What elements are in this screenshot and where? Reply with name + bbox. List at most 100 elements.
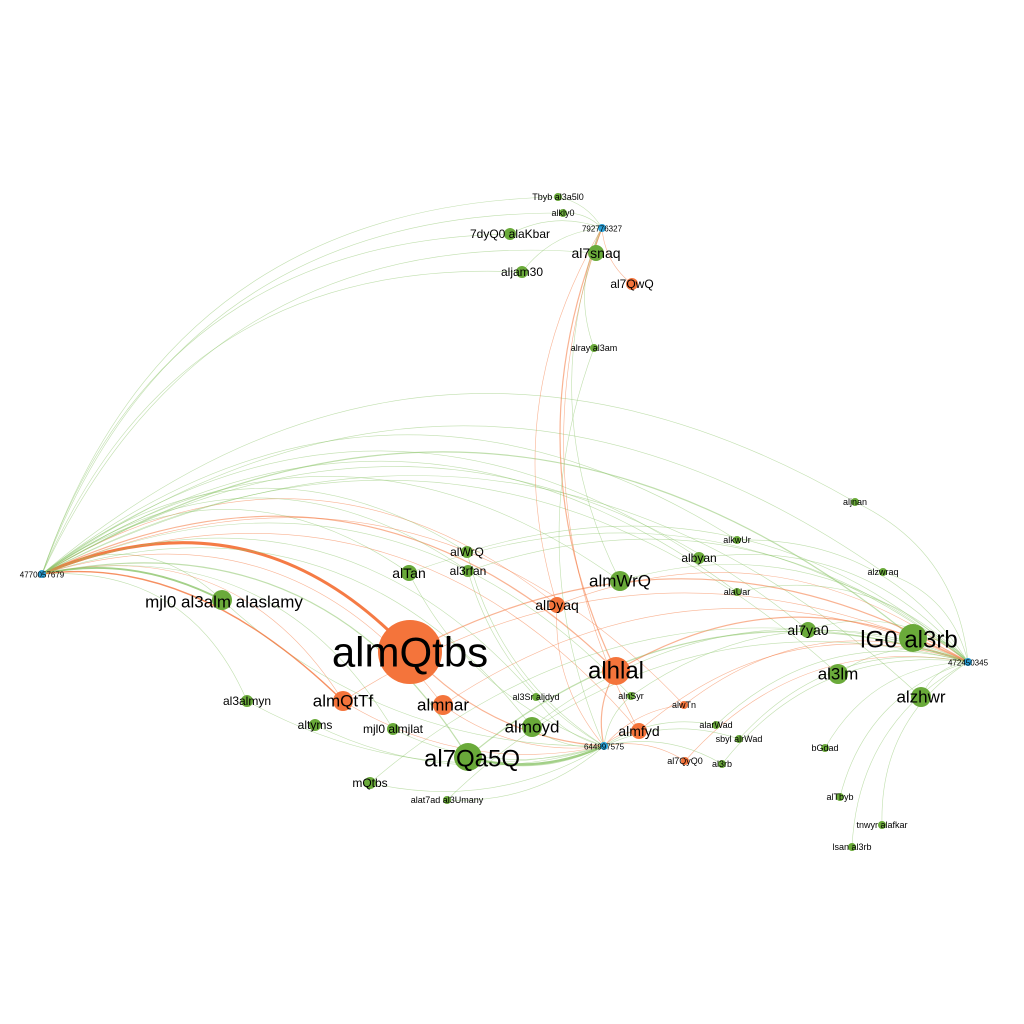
node-label-n30: al3almyn <box>223 694 271 708</box>
node-label-n33: mQtbs <box>352 776 387 790</box>
node-n02[interactable] <box>899 624 927 652</box>
node-label-n25: albyan <box>681 551 716 565</box>
node-n18[interactable] <box>504 228 516 240</box>
node-label-n43: alTbyb <box>826 792 853 802</box>
hub-node-h2[interactable] <box>598 224 606 232</box>
node-n10[interactable] <box>631 723 647 739</box>
node-n27[interactable] <box>733 588 741 596</box>
edge-h1-n02 <box>41 451 914 639</box>
node-label-n39: al3rb <box>712 759 732 769</box>
edge-h3-n42 <box>824 661 969 749</box>
edge-highlight-h1-n08 <box>41 570 344 702</box>
edge-h3-n06 <box>619 564 969 663</box>
node-label-n31: altyms <box>298 718 333 732</box>
edge-h3-n14 <box>467 538 969 663</box>
node-n12[interactable] <box>401 565 417 581</box>
node-label-n19: alkly0 <box>551 208 574 218</box>
edge-h2-n18 <box>509 220 603 235</box>
hub-label-h3: 472450345 <box>948 659 989 668</box>
edge-h4-n13 <box>466 551 605 747</box>
hub-node-h1[interactable] <box>38 570 46 578</box>
node-n31[interactable] <box>309 719 321 731</box>
node-n17[interactable] <box>516 266 528 278</box>
edge-h3-n34 <box>446 641 969 801</box>
node-label-n41: sbyl alrWad <box>716 734 763 744</box>
node-n24[interactable] <box>800 622 816 638</box>
edge-h1-n19 <box>41 212 564 575</box>
node-label-n14: al3rfan <box>450 564 487 578</box>
node-n22[interactable] <box>828 664 848 684</box>
hub-node-h3[interactable] <box>964 658 972 666</box>
node-n23[interactable] <box>911 687 931 707</box>
edge-h2-n16 <box>601 227 633 285</box>
node-n11[interactable] <box>549 597 565 613</box>
node-n36[interactable] <box>627 692 635 700</box>
node-n05[interactable] <box>602 657 630 685</box>
node-label-n21: alray al3am <box>571 343 618 353</box>
edge-h4-n37 <box>603 704 685 747</box>
node-n29[interactable] <box>879 568 887 576</box>
node-n26[interactable] <box>733 536 741 544</box>
node-n01[interactable] <box>378 620 442 684</box>
node-n39[interactable] <box>718 760 726 768</box>
hub-node-h4[interactable] <box>600 742 608 750</box>
node-label-n45: lsan al3rb <box>832 842 871 852</box>
node-n42[interactable] <box>821 744 829 752</box>
node-label-n07: almnar <box>417 696 469 715</box>
edge-h4-n11 <box>556 604 605 747</box>
edge-h1-n35 <box>41 537 537 698</box>
edge-h3-n37 <box>683 640 969 706</box>
edge-h3-n24 <box>807 620 969 663</box>
node-n21[interactable] <box>590 344 598 352</box>
node-n40[interactable] <box>712 721 720 729</box>
node-n35[interactable] <box>532 693 540 701</box>
node-n38[interactable] <box>681 757 689 765</box>
edge-h3-n07 <box>442 608 969 706</box>
node-n34[interactable] <box>443 796 451 804</box>
hub-label-h2: 792776327 <box>582 225 623 234</box>
node-label-n03: mjl0 al3alm alaslamy <box>145 593 303 612</box>
node-label-n05: alhlal <box>588 658 644 685</box>
node-n20[interactable] <box>554 193 562 201</box>
node-label-n24: al7ya0 <box>787 622 828 638</box>
edge-h1-n17 <box>41 270 523 575</box>
node-n19[interactable] <box>559 209 567 217</box>
node-n06[interactable] <box>610 571 630 591</box>
node-n08[interactable] <box>333 691 353 711</box>
edge-h3-n27 <box>736 584 969 663</box>
node-label-n11: alDyaq <box>535 597 579 613</box>
edge-h1-n20 <box>41 196 559 575</box>
edge-h2-n05 <box>559 227 617 672</box>
edge-h4-n40 <box>603 721 717 747</box>
node-n04[interactable] <box>454 743 482 771</box>
node-label-n09: almoyd <box>505 718 560 737</box>
edge-h1-n30 <box>41 573 248 702</box>
node-n37[interactable] <box>680 701 688 709</box>
edge-h1-n01 <box>41 541 412 654</box>
node-n09[interactable] <box>522 717 542 737</box>
node-n41[interactable] <box>735 735 743 743</box>
node-n13[interactable] <box>461 546 473 558</box>
node-n30[interactable] <box>241 695 253 707</box>
node-n03[interactable] <box>212 590 232 610</box>
node-n16[interactable] <box>626 278 638 290</box>
edge-h1-n11 <box>41 498 558 606</box>
edge-h3-n25 <box>698 554 969 663</box>
node-n25[interactable] <box>693 552 705 564</box>
node-label-n17: aljam30 <box>501 265 543 279</box>
node-n33[interactable] <box>364 777 376 789</box>
node-n44[interactable] <box>878 821 886 829</box>
edge-h4-n34 <box>446 745 605 801</box>
node-n45[interactable] <box>848 843 856 851</box>
node-label-n01: almQtbs <box>332 629 488 676</box>
node-n28[interactable] <box>851 498 859 506</box>
node-n43[interactable] <box>836 793 844 801</box>
edge-h3-n43 <box>839 661 969 798</box>
edge-h2-n11 <box>534 227 603 606</box>
node-label-n34: alat7ad al3Umany <box>411 795 484 805</box>
node-n32[interactable] <box>387 723 399 735</box>
node-n15[interactable] <box>588 245 604 261</box>
node-n14[interactable] <box>462 565 474 577</box>
node-n07[interactable] <box>433 695 453 715</box>
